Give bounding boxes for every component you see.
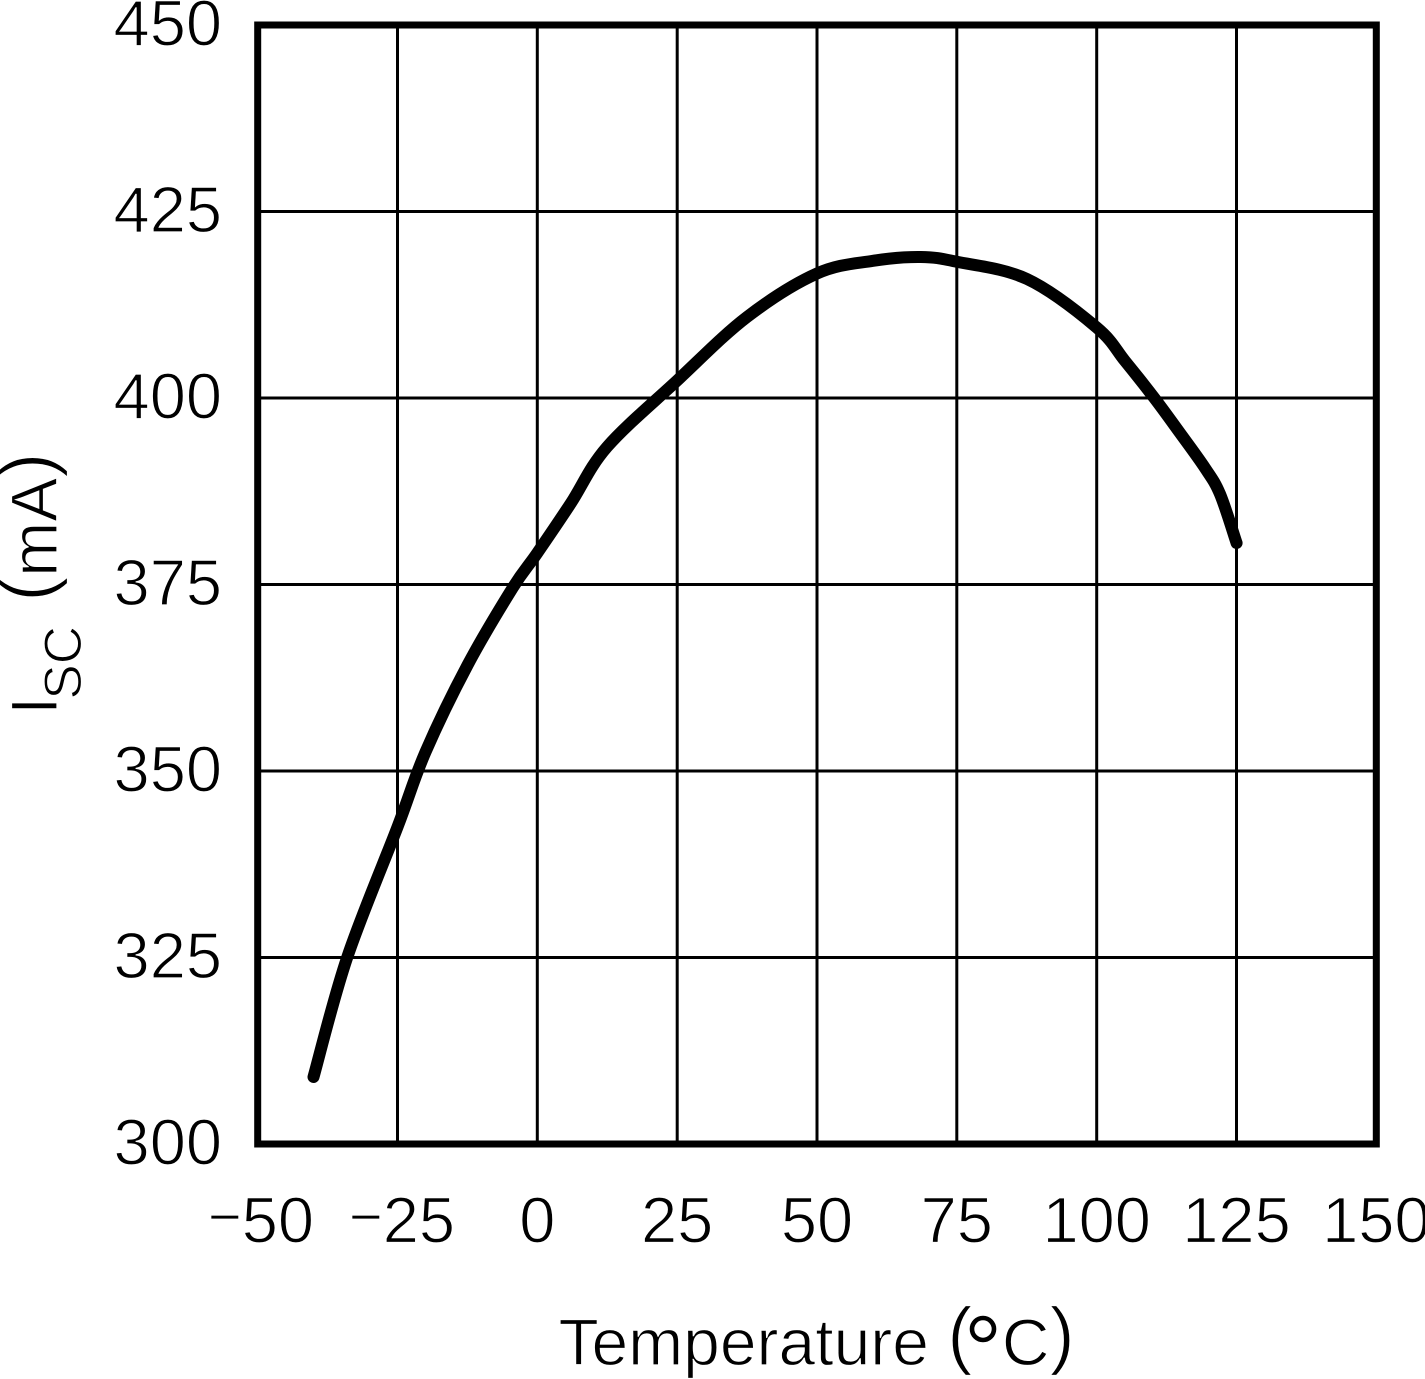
svg-text:150: 150 (1322, 1184, 1425, 1257)
svg-text:ISC (mA): ISC (mA) (0, 453, 93, 715)
svg-text:350: 350 (114, 733, 222, 806)
svg-text:425: 425 (114, 173, 222, 246)
svg-text:125: 125 (1182, 1184, 1290, 1257)
svg-text:375: 375 (114, 546, 222, 619)
svg-text:0: 0 (519, 1184, 555, 1257)
svg-text:400: 400 (114, 360, 222, 433)
svg-text:325: 325 (114, 919, 222, 992)
svg-text:−25: −25 (349, 1184, 455, 1257)
svg-text:75: 75 (921, 1184, 993, 1257)
svg-text:−50: −50 (208, 1184, 314, 1257)
svg-text:100: 100 (1042, 1184, 1150, 1257)
svg-text:450: 450 (114, 0, 222, 60)
svg-text:Temperature (°C): Temperature (°C) (558, 1292, 1074, 1379)
svg-text:25: 25 (641, 1184, 713, 1257)
svg-text:300: 300 (114, 1106, 222, 1179)
svg-text:50: 50 (781, 1184, 853, 1257)
